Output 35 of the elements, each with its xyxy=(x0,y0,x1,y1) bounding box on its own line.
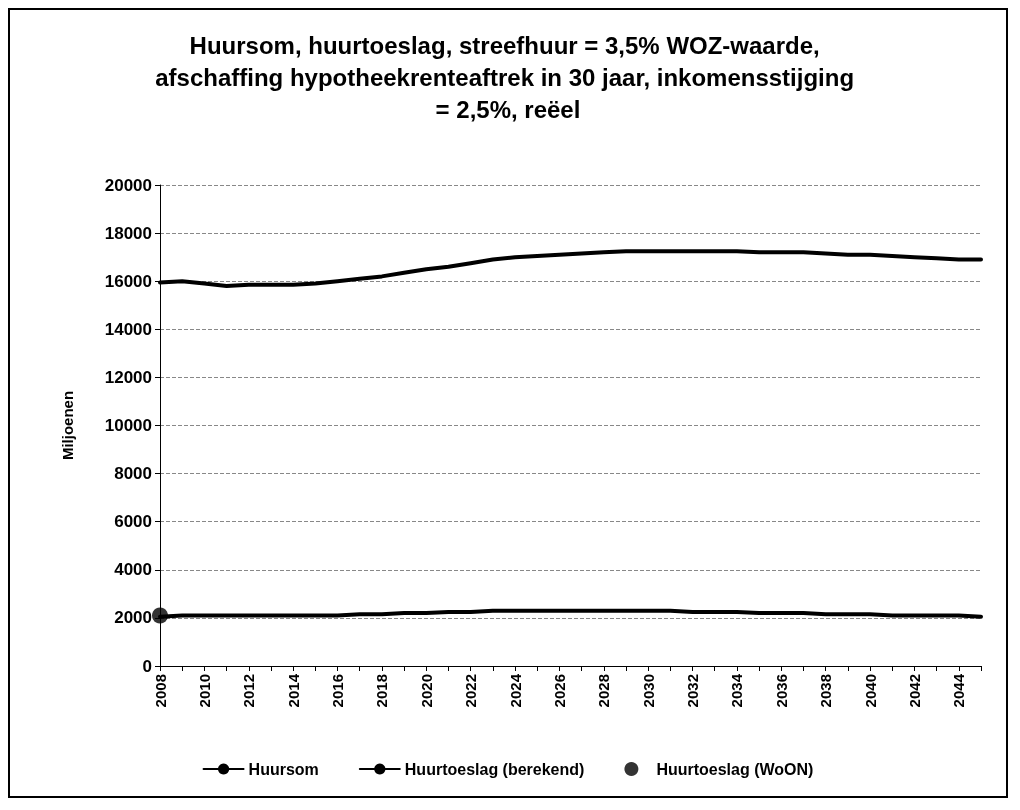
y-tick-label: 0 xyxy=(142,656,152,676)
legend-label: Huurtoeslag (berekend) xyxy=(404,760,585,778)
x-tick-label: 2010 xyxy=(195,674,213,708)
x-tick-label: 2040 xyxy=(861,674,879,708)
y-tick-label: 6000 xyxy=(114,512,152,532)
x-tick-label: 2022 xyxy=(462,674,480,708)
x-tick-label: 2034 xyxy=(728,673,746,708)
x-tick-label: 2032 xyxy=(684,674,702,708)
y-tick-label: 18000 xyxy=(104,223,152,243)
x-tick-label: 2042 xyxy=(905,674,923,708)
x-tick-label: 2016 xyxy=(329,674,347,708)
x-tick-label: 2014 xyxy=(284,673,302,708)
x-tick-label: 2024 xyxy=(506,673,524,708)
x-tick-label: 2026 xyxy=(550,674,568,708)
y-tick-label: 10000 xyxy=(104,416,152,435)
y-axis-title: Miljoenen xyxy=(59,390,76,461)
legend-label: Huursom xyxy=(248,760,319,778)
y-tick-label: 8000 xyxy=(114,464,152,484)
x-tick-label: 2036 xyxy=(772,674,790,708)
y-tick-label: 12000 xyxy=(104,367,152,387)
x-tick-label: 2018 xyxy=(373,674,391,708)
y-tick-label: 4000 xyxy=(114,560,152,580)
x-tick-label: 2038 xyxy=(817,674,835,708)
y-tick-label: 14000 xyxy=(104,319,152,339)
legend-label: Huurtoeslag (WoON) xyxy=(656,760,814,778)
x-tick-label: 2044 xyxy=(950,673,968,708)
y-tick-label: 16000 xyxy=(104,271,152,291)
x-tick-label: 2030 xyxy=(639,674,657,708)
x-tick-label: 2012 xyxy=(240,674,258,708)
y-tick-label: 2000 xyxy=(114,608,152,628)
x-tick-label: 2028 xyxy=(595,674,613,708)
chart-title: Huursom, huurtoeslag, streefhuur = 3,5% WOZ-waarde, afschaffing hypotheekrenteaftrek in 30 jaar, inkomensstijging = 2,5%, reëel xyxy=(155,31,861,123)
x-tick-label: 2008 xyxy=(151,674,169,708)
x-tick-label: 2020 xyxy=(417,674,435,708)
y-tick-label: 20000 xyxy=(104,175,152,195)
